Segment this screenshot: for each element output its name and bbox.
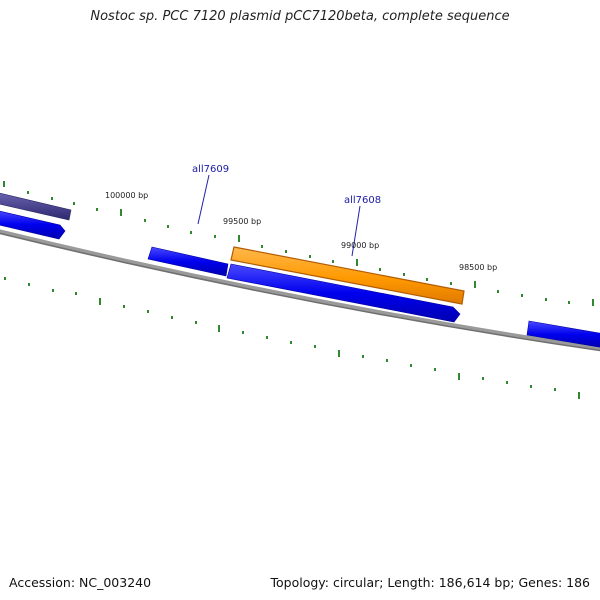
position-label: 100000 bp [105,191,148,200]
topology-summary: Topology: circular; Length: 186,614 bp; … [270,575,591,590]
gene-arrow-neighbor[interactable] [0,192,72,221]
gene-arrow-all7609[interactable] [147,246,229,277]
outer-tick-ring [3,181,594,306]
gene-label-all7609[interactable]: all7609 [192,164,229,175]
label-line-all7608 [351,205,361,257]
gene-label-all7608[interactable]: all7608 [344,195,381,206]
position-label: 99500 bp [223,217,261,226]
plasmid-backbone [0,229,600,351]
gene-arrow-left[interactable] [0,210,66,240]
gene-arrow-all7608[interactable] [230,246,465,305]
accession-label: Accession: NC_003240 [9,575,152,590]
gene-arrow-right[interactable] [526,320,600,348]
position-label: 98500 bp [459,263,497,272]
plasmid-backbone-shadow [0,232,600,352]
map-title: Nostoc sp. PCC 7120 plasmid pCC7120beta,… [90,9,510,24]
inner-tick-ring [4,277,580,399]
gene-arrow-center[interactable] [226,263,461,323]
label-line-all7609 [197,174,210,225]
position-label: 99000 bp [341,241,379,250]
